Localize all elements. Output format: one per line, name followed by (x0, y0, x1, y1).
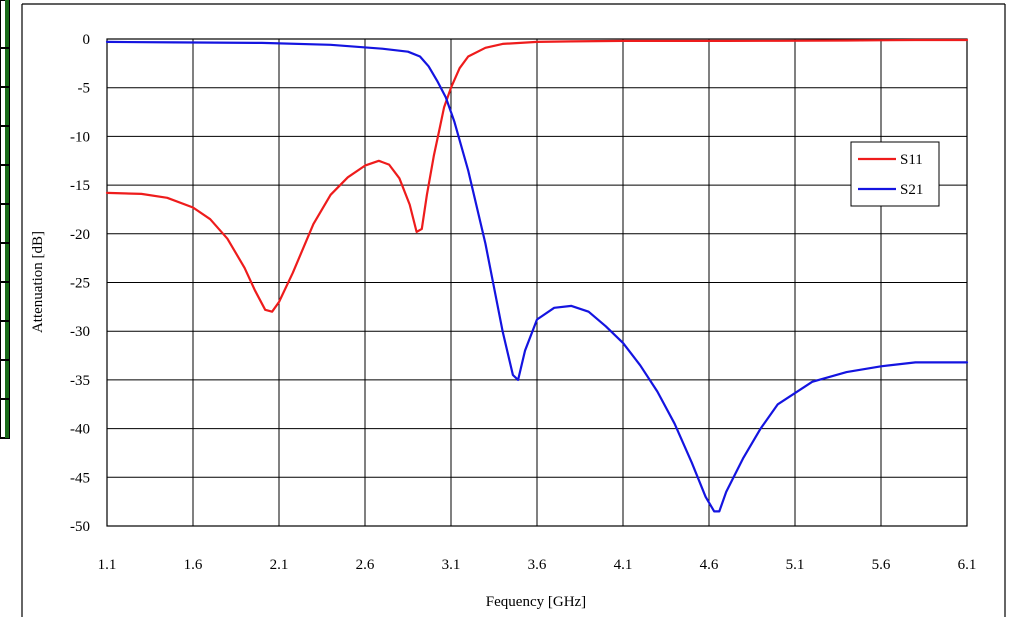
x-tick-label: 5.6 (872, 557, 891, 573)
series-lines (105, 38, 969, 513)
plot-border (106, 38, 968, 527)
x-tick-label: 4.1 (614, 557, 633, 573)
y-tick-label: -30 (70, 324, 90, 340)
x-tick-label: 3.6 (528, 557, 547, 573)
x-tick-label: 4.6 (700, 557, 719, 573)
y-tick-label: -5 (78, 81, 91, 97)
y-tick-label: -45 (70, 470, 90, 486)
y-tick-label: -25 (70, 276, 90, 292)
y-tick-label: -20 (70, 227, 90, 243)
x-tick-label: 5.1 (786, 557, 805, 573)
legend-label-s21: S21 (900, 182, 923, 198)
series-line-s21 (105, 40, 969, 513)
y-axis-title: Attenuation [dB] (30, 231, 46, 333)
x-tick-labels: 1.1 1.6 2.1 2.6 3.1 3.6 4.1 4.6 5.1 5.6 6.1 (98, 557, 977, 573)
legend-box (850, 141, 940, 207)
legend: S11 S21 (850, 141, 940, 207)
y-tick-label: -10 (70, 129, 90, 145)
x-tick-label: 3.1 (442, 557, 461, 573)
x-tick-label: 1.1 (98, 557, 117, 573)
x-tick-label: 6.1 (958, 557, 977, 573)
x-tick-label: 2.1 (270, 557, 289, 573)
left-clipped-panel (0, 0, 10, 439)
y-tick-label: 0 (83, 32, 91, 48)
y-tick-label: -35 (70, 373, 90, 389)
grid (106, 38, 968, 527)
y-tick-label: -15 (70, 178, 90, 194)
legend-label-s11: S11 (900, 152, 923, 168)
y-tick-labels: 0 -5 -10 -15 -20 -25 -30 -35 -40 -45 -50 (70, 32, 90, 535)
plot-area (106, 38, 968, 527)
x-axis-title: Fequency [GHz] (486, 594, 586, 610)
x-tick-label: 2.6 (356, 557, 375, 573)
y-tick-label: -40 (70, 422, 90, 438)
series-line-s11 (105, 38, 969, 313)
y-tick-label: -50 (70, 519, 90, 535)
x-tick-label: 1.6 (184, 557, 203, 573)
